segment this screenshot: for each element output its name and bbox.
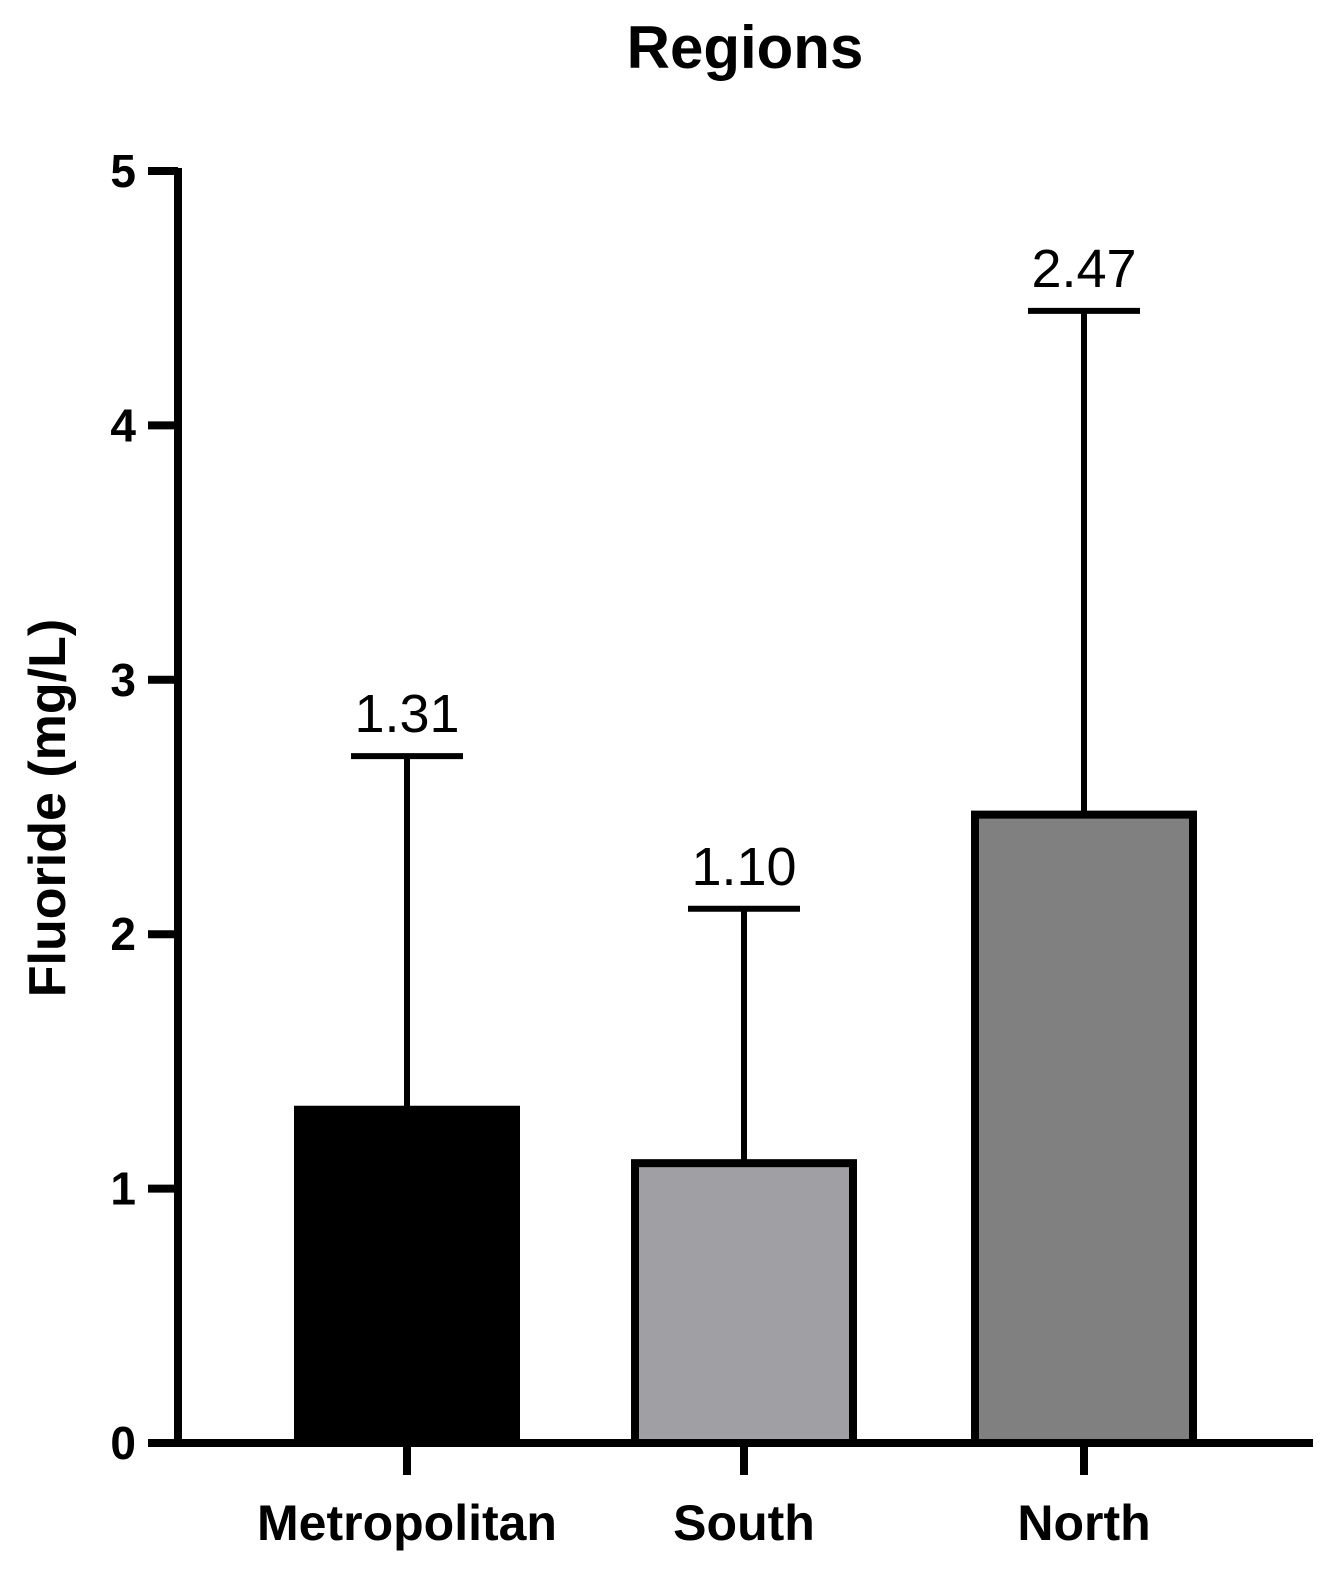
chart-title: Regions bbox=[627, 14, 864, 81]
x-tick-label-metropolitan: Metropolitan bbox=[257, 1495, 557, 1551]
y-tick-label-0: 0 bbox=[110, 1417, 136, 1469]
bar-north bbox=[971, 810, 1197, 1447]
y-tick-label-4: 4 bbox=[110, 399, 136, 451]
bar-south bbox=[631, 1159, 857, 1448]
plot-area: 1.31 1.10 2.47 0 1 2 3 4 5 Metropolitan South North bbox=[110, 145, 1313, 1551]
data-label-south: 1.10 bbox=[691, 837, 796, 897]
y-tick-label-1: 1 bbox=[110, 1163, 136, 1215]
y-tick-label-5: 5 bbox=[110, 145, 136, 197]
x-tick-label-north: North bbox=[1017, 1495, 1150, 1551]
data-label-metropolitan: 1.31 bbox=[354, 684, 459, 744]
y-tick-label-3: 3 bbox=[110, 654, 136, 706]
y-tick-label-2: 2 bbox=[110, 908, 136, 960]
data-label-north: 2.47 bbox=[1031, 239, 1136, 299]
x-tick-label-south: South bbox=[673, 1495, 815, 1551]
y-axis-label: Fluoride (mg/L) bbox=[19, 619, 77, 997]
bar-metropolitan bbox=[294, 1105, 520, 1447]
